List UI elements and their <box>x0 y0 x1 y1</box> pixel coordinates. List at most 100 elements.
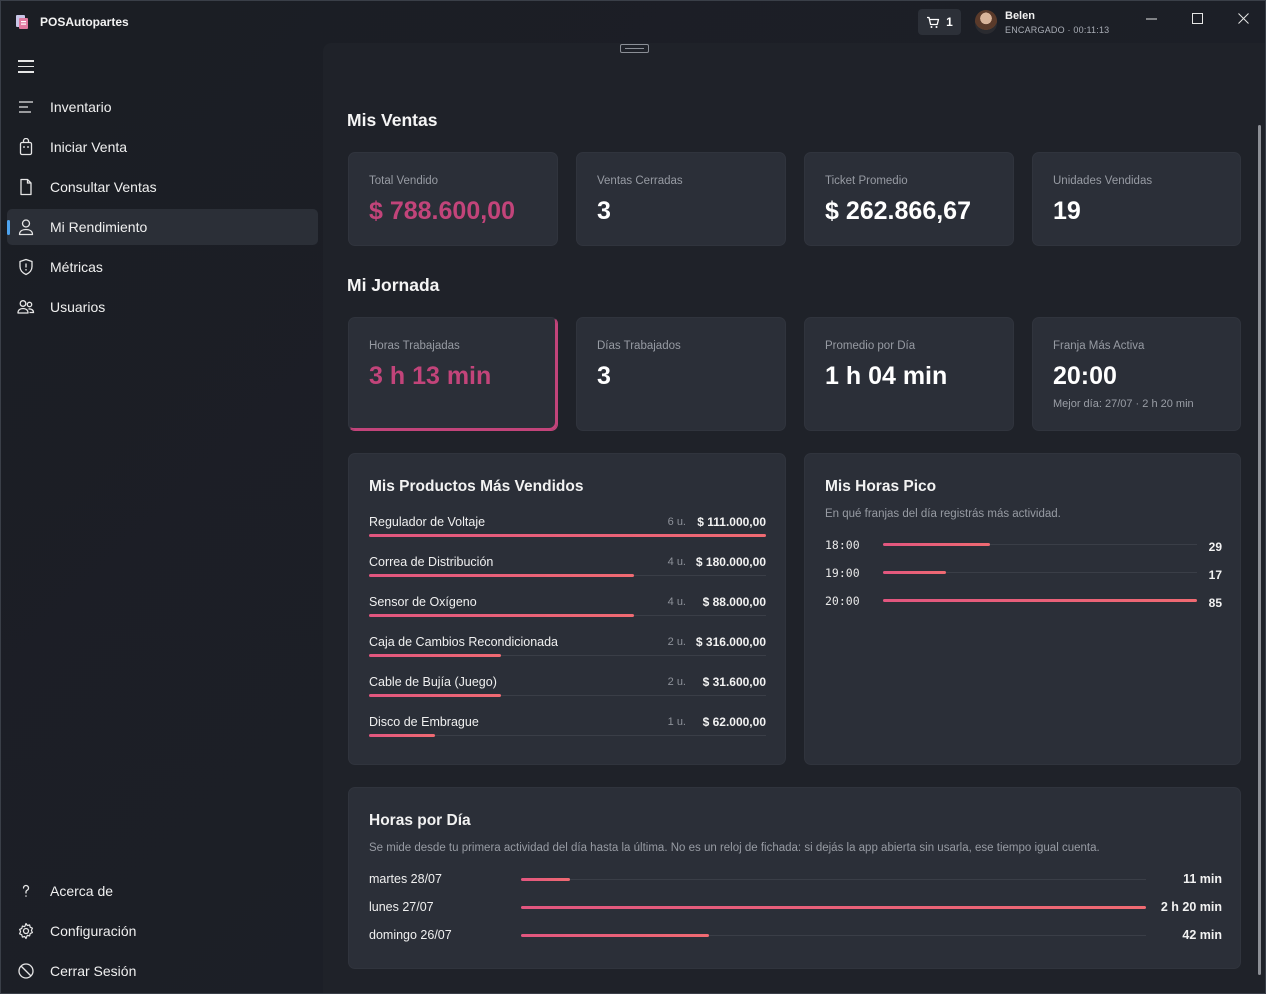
card-label: Horas Trabajadas <box>369 340 460 352</box>
card-value: 3 <box>597 362 611 390</box>
product-amount: $ 111.000,00 <box>697 515 766 529</box>
logout-icon <box>18 963 34 979</box>
drag-handle[interactable] <box>620 44 649 53</box>
product-bar <box>369 694 502 697</box>
product-bar <box>369 574 634 577</box>
panel-title: Mis Horas Pico <box>825 478 937 495</box>
sidebar-item-label: Acerca de <box>50 883 114 899</box>
sidebar-item-usuarios[interactable]: Usuarios <box>7 289 318 325</box>
sidebar-item-label: Métricas <box>50 259 103 275</box>
hour-row: 19:00 17 <box>825 566 1222 586</box>
product-bar <box>369 614 634 617</box>
product-units: 2 u. <box>667 636 686 648</box>
close-button[interactable] <box>1229 9 1257 27</box>
sidebar-item-cerrar-sesion[interactable]: Cerrar Sesión <box>7 953 318 989</box>
shield-icon <box>19 258 33 276</box>
product-name: Caja de Cambios Recondicionada <box>369 635 559 649</box>
maximize-icon <box>1191 12 1203 24</box>
sidebar-item-acerca-de[interactable]: Acerca de <box>7 873 318 909</box>
product-bar <box>369 534 766 537</box>
product-amount: $ 88.000,00 <box>702 595 766 609</box>
close-icon <box>1237 12 1249 24</box>
hour-bar <box>883 599 1197 602</box>
cart-icon <box>927 16 940 28</box>
gear-icon <box>19 922 33 940</box>
app-logo-icon <box>16 15 28 29</box>
card-franja-activa: Franja Más Activa 20:00 Mejor día: 27/07… <box>1032 317 1241 431</box>
maximize-button[interactable] <box>1183 9 1211 27</box>
product-row: Sensor de Oxígeno 4 u. $ 88.000,00 <box>369 595 766 635</box>
avatar[interactable] <box>975 10 997 34</box>
product-units: 4 u. <box>667 556 686 568</box>
sidebar-item-label: Usuarios <box>50 299 106 315</box>
person-icon <box>18 219 34 236</box>
card-value: 20:00 <box>1053 362 1117 390</box>
sidebar-item-configuracion[interactable]: Configuración <box>7 913 318 949</box>
card-value: $ 262.866,67 <box>825 197 971 225</box>
card-label: Días Trabajados <box>597 340 681 352</box>
minimize-button[interactable] <box>1137 9 1165 27</box>
product-units: 2 u. <box>667 676 686 688</box>
sidebar-item-metricas[interactable]: Métricas <box>7 249 318 285</box>
sidebar-item-iniciar-venta[interactable]: Iniciar Venta <box>7 129 318 165</box>
product-bar-track <box>369 695 766 696</box>
product-name: Correa de Distribución <box>369 555 494 569</box>
card-label: Promedio por Día <box>825 340 916 352</box>
sidebar-item-mi-rendimiento[interactable]: Mi Rendimiento <box>7 209 318 245</box>
hour-label: 19:00 <box>825 566 860 580</box>
product-name: Cable de Bujía (Juego) <box>369 675 497 689</box>
card-label: Ventas Cerradas <box>597 175 683 187</box>
hour-label: 20:00 <box>825 594 860 608</box>
product-bar-track <box>369 655 766 656</box>
users-icon <box>17 300 35 314</box>
card-ticket-promedio: Ticket Promedio $ 262.866,67 <box>804 152 1014 246</box>
cart-button[interactable]: 1 <box>918 9 961 35</box>
product-bar <box>369 654 502 657</box>
sidebar-item-consultar-ventas[interactable]: Consultar Ventas <box>7 169 318 205</box>
product-amount: $ 180.000,00 <box>695 555 766 569</box>
day-bar <box>521 906 1146 909</box>
product-row: Cable de Bujía (Juego) 2 u. $ 31.600,00 <box>369 675 766 715</box>
scrollbar[interactable] <box>1258 125 1261 975</box>
product-amount: $ 31.600,00 <box>702 675 766 689</box>
day-bar <box>521 878 571 881</box>
card-value: $ 788.600,00 <box>369 197 515 225</box>
panel-horas-pico: Mis Horas Pico En qué franjas del día re… <box>804 453 1241 765</box>
hour-count: 29 <box>1208 540 1222 554</box>
product-row: Caja de Cambios Recondicionada 2 u. $ 316.… <box>369 635 766 675</box>
product-name: Disco de Embrague <box>369 715 479 729</box>
hamburger-menu-button[interactable] <box>18 60 34 73</box>
day-label: martes 28/07 <box>369 872 442 886</box>
hour-bar <box>883 571 946 574</box>
hour-bar-track <box>883 544 1197 545</box>
hour-label: 18:00 <box>825 538 860 552</box>
bag-icon <box>19 138 33 156</box>
product-amount: $ 316.000,00 <box>695 635 766 649</box>
sidebar-item-inventario[interactable]: Inventario <box>7 89 318 125</box>
card-ventas-cerradas: Ventas Cerradas 3 <box>576 152 786 246</box>
card-label: Franja Más Activa <box>1053 340 1145 352</box>
card-value: 1 h 04 min <box>825 362 948 390</box>
day-value: 2 h 20 min <box>1160 900 1222 914</box>
hour-row: 18:00 29 <box>825 538 1222 558</box>
day-bar-track <box>521 879 1146 880</box>
question-icon <box>22 884 30 897</box>
sidebar-item-label: Configuración <box>50 923 137 939</box>
day-row: martes 28/07 11 min <box>369 872 1222 892</box>
sidebar-item-label: Inventario <box>50 99 112 115</box>
panel-productos: Mis Productos Más Vendidos Regulador de … <box>348 453 786 765</box>
product-name: Sensor de Oxígeno <box>369 595 477 609</box>
day-row: lunes 27/07 2 h 20 min <box>369 900 1222 920</box>
product-units: 4 u. <box>667 596 686 608</box>
list-icon <box>19 101 33 113</box>
product-name: Regulador de Voltaje <box>369 515 486 529</box>
sidebar-item-label: Iniciar Venta <box>50 139 128 155</box>
card-value: 3 h 13 min <box>369 362 492 390</box>
sidebar-item-label: Mi Rendimiento <box>50 219 148 235</box>
hour-row: 20:00 85 <box>825 594 1222 614</box>
product-amount: $ 62.000,00 <box>702 715 766 729</box>
panel-description: En qué franjas del día registrás más act… <box>825 508 1061 520</box>
section-title-jornada: Mi Jornada <box>347 275 440 295</box>
user-name: Belen <box>1005 10 1035 22</box>
